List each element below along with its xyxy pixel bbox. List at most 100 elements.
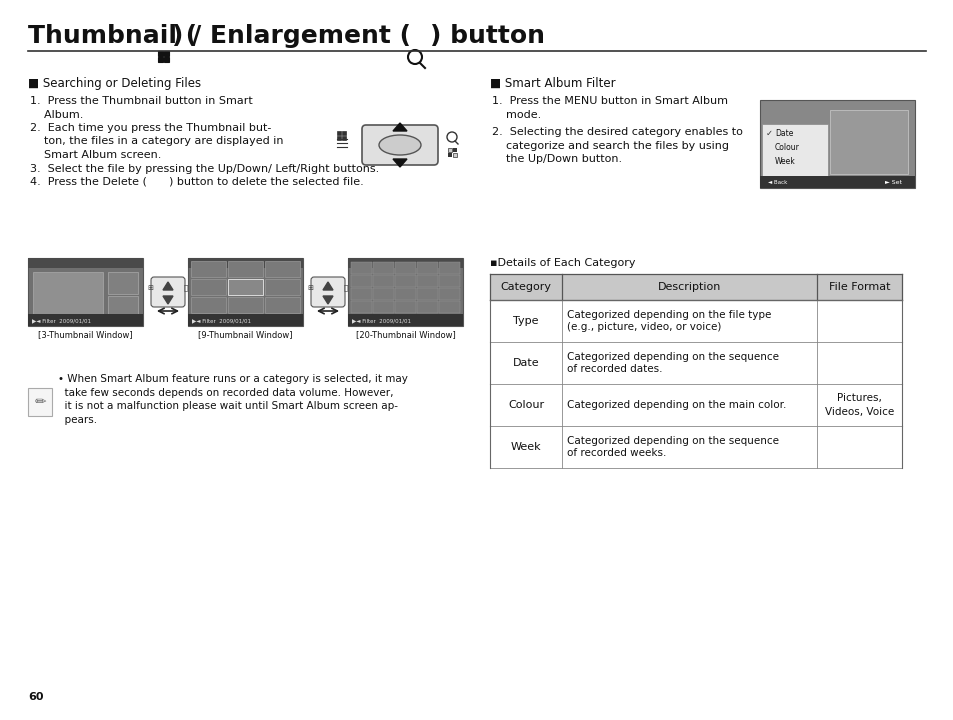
Text: 4.  Press the Delete (: 4. Press the Delete ( bbox=[30, 177, 147, 187]
Bar bbox=[265, 297, 299, 313]
Bar bbox=[265, 261, 299, 277]
Bar bbox=[416, 301, 437, 313]
Polygon shape bbox=[163, 296, 172, 304]
Text: Categorized depending on the sequence
of recorded dates.: Categorized depending on the sequence of… bbox=[566, 352, 779, 374]
Bar bbox=[438, 275, 459, 287]
Bar bbox=[158, 51, 163, 56]
Text: ⌕: ⌕ bbox=[184, 284, 188, 292]
Bar bbox=[348, 258, 462, 268]
Polygon shape bbox=[393, 123, 407, 131]
Bar bbox=[336, 136, 340, 140]
Text: Category: Category bbox=[500, 282, 551, 292]
Bar bbox=[490, 384, 901, 426]
Text: [20-Thumbnail Window]: [20-Thumbnail Window] bbox=[355, 330, 455, 339]
Text: ) button: ) button bbox=[430, 24, 544, 48]
Bar bbox=[438, 301, 459, 313]
Bar bbox=[188, 258, 303, 326]
Ellipse shape bbox=[378, 135, 420, 155]
Bar bbox=[395, 275, 416, 287]
Bar bbox=[351, 275, 372, 287]
Text: ⊞: ⊞ bbox=[147, 285, 152, 291]
Bar bbox=[336, 131, 340, 135]
Text: ▶◄ Filter  2009/01/01: ▶◄ Filter 2009/01/01 bbox=[192, 318, 251, 323]
Bar bbox=[829, 110, 907, 174]
Bar bbox=[228, 261, 263, 277]
Text: Type: Type bbox=[513, 316, 538, 326]
Text: 60: 60 bbox=[28, 692, 44, 702]
Text: ⊞: ⊞ bbox=[307, 285, 313, 291]
Bar bbox=[438, 262, 459, 274]
Bar bbox=[453, 153, 456, 157]
Bar bbox=[108, 296, 138, 318]
Bar bbox=[341, 136, 346, 140]
Text: ▪Details of Each Category: ▪Details of Each Category bbox=[490, 258, 635, 268]
Text: Colour: Colour bbox=[774, 143, 799, 151]
Bar bbox=[351, 288, 372, 300]
Text: [3-Thumbnail Window]: [3-Thumbnail Window] bbox=[38, 330, 132, 339]
Text: ) button to delete the selected file.: ) button to delete the selected file. bbox=[154, 177, 363, 187]
Bar bbox=[760, 100, 914, 188]
Bar bbox=[448, 153, 452, 157]
Text: Date: Date bbox=[512, 358, 538, 368]
Text: Week: Week bbox=[510, 442, 540, 452]
Text: 1.  Press the Thumbnail button in Smart: 1. Press the Thumbnail button in Smart bbox=[30, 96, 253, 106]
Text: Description: Description bbox=[658, 282, 720, 292]
Bar bbox=[188, 258, 303, 268]
Bar bbox=[490, 300, 901, 342]
FancyBboxPatch shape bbox=[361, 125, 437, 165]
Text: ✏: ✏ bbox=[34, 395, 46, 409]
Text: Categorized depending on the main color.: Categorized depending on the main color. bbox=[566, 400, 785, 410]
FancyBboxPatch shape bbox=[151, 277, 185, 307]
Bar bbox=[164, 51, 169, 56]
Polygon shape bbox=[393, 159, 407, 167]
Bar bbox=[28, 258, 143, 268]
Bar bbox=[373, 288, 394, 300]
Text: 2.  Selecting the desired category enables to
    categorize and search the file: 2. Selecting the desired category enable… bbox=[492, 127, 742, 164]
Bar bbox=[188, 314, 303, 326]
Bar bbox=[490, 426, 901, 468]
Bar bbox=[761, 124, 827, 176]
Text: Thumbnail (: Thumbnail ( bbox=[28, 24, 197, 48]
Text: Week: Week bbox=[774, 156, 795, 166]
Text: [9-Thumbnail Window]: [9-Thumbnail Window] bbox=[198, 330, 293, 339]
Text: Categorized depending on the sequence
of recorded weeks.: Categorized depending on the sequence of… bbox=[566, 436, 779, 458]
Text: ton, the files in a category are displayed in: ton, the files in a category are display… bbox=[30, 137, 283, 146]
Text: Smart Album screen.: Smart Album screen. bbox=[30, 150, 161, 160]
Bar bbox=[191, 279, 226, 295]
Polygon shape bbox=[323, 296, 333, 304]
Bar bbox=[348, 314, 462, 326]
Bar bbox=[448, 148, 452, 152]
Bar bbox=[108, 272, 138, 294]
Text: • When Smart Album feature runs or a category is selected, it may
  take few sec: • When Smart Album feature runs or a cat… bbox=[58, 374, 408, 425]
Bar bbox=[191, 261, 226, 277]
Bar bbox=[395, 288, 416, 300]
Text: Album.: Album. bbox=[30, 109, 83, 120]
Bar bbox=[341, 131, 346, 135]
Bar bbox=[760, 176, 914, 188]
Polygon shape bbox=[163, 282, 172, 290]
Bar bbox=[490, 342, 901, 384]
Bar bbox=[228, 297, 263, 313]
Text: ▶◄ Filter  2009/01/01: ▶◄ Filter 2009/01/01 bbox=[352, 318, 411, 323]
Text: ) / Enlargement (: ) / Enlargement ( bbox=[172, 24, 411, 48]
Bar bbox=[28, 314, 143, 326]
Bar bbox=[453, 148, 456, 152]
Text: 3.  Select the file by pressing the Up/Down/ Left/Right buttons.: 3. Select the file by pressing the Up/Do… bbox=[30, 163, 379, 174]
Text: Date: Date bbox=[774, 128, 793, 138]
Text: File Format: File Format bbox=[828, 282, 889, 292]
Text: ⌕: ⌕ bbox=[343, 284, 348, 292]
Text: ▶◄ Filter  2009/01/01: ▶◄ Filter 2009/01/01 bbox=[32, 318, 91, 323]
Text: Colour: Colour bbox=[507, 400, 543, 410]
Text: ✓: ✓ bbox=[765, 128, 772, 138]
Bar bbox=[33, 272, 103, 314]
Bar bbox=[228, 279, 263, 295]
Bar bbox=[416, 262, 437, 274]
Bar bbox=[164, 57, 169, 62]
Bar bbox=[416, 275, 437, 287]
Text: ► Set: ► Set bbox=[884, 181, 901, 186]
Bar bbox=[348, 258, 462, 326]
Polygon shape bbox=[323, 282, 333, 290]
Bar bbox=[373, 301, 394, 313]
Text: 2.  Each time you press the Thumbnail but-: 2. Each time you press the Thumbnail but… bbox=[30, 123, 271, 133]
Bar bbox=[438, 288, 459, 300]
